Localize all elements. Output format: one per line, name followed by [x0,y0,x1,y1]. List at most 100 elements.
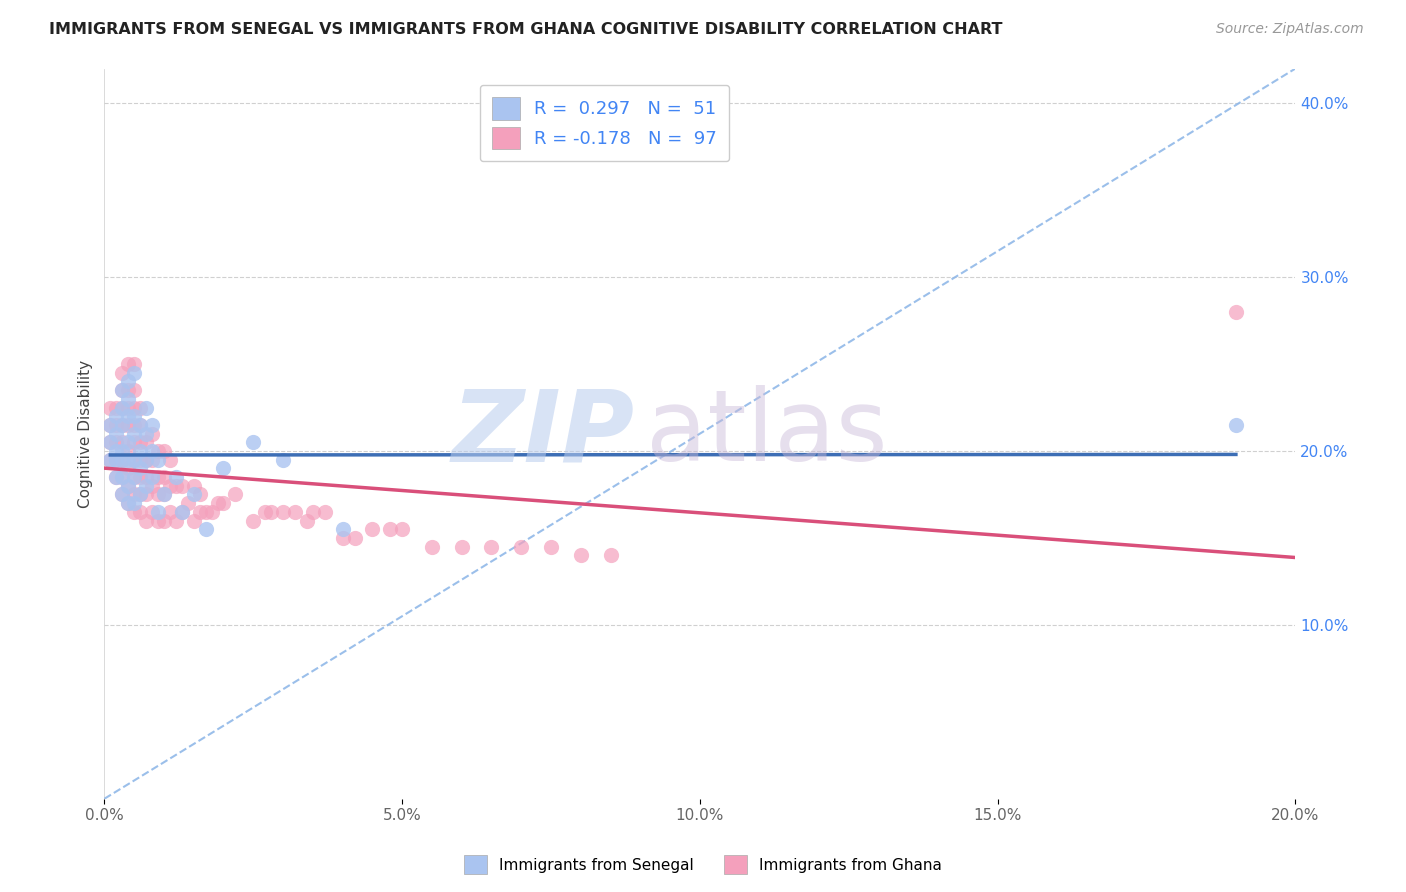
Point [111,383,134,397]
Point [122,426,145,441]
Point [122,366,145,380]
Point [332,522,354,536]
Point [314,505,336,519]
Point [380,522,402,536]
Point [117,383,139,397]
Point [224,487,246,501]
Point [122,452,145,467]
Point [177,496,200,510]
Point [141,505,163,519]
Point [111,487,134,501]
Point [194,522,217,536]
Point [111,470,134,484]
Point [129,470,152,484]
Point [1225,417,1247,432]
Point [98,417,121,432]
Point [242,435,264,450]
Point [194,505,217,519]
Point [105,401,128,415]
Point [153,444,176,458]
Point [165,470,187,484]
Point [122,452,145,467]
Point [159,452,181,467]
Text: ZIP: ZIP [451,385,634,483]
Point [420,540,443,554]
Point [111,452,134,467]
Point [105,452,128,467]
Point [183,487,205,501]
Legend: R =  0.297   N =  51, R = -0.178   N =  97: R = 0.297 N = 51, R = -0.178 N = 97 [479,85,730,161]
Point [122,470,145,484]
Point [207,496,229,510]
Point [117,444,139,458]
Point [343,531,366,545]
Point [510,540,533,554]
Point [117,435,139,450]
Point [129,417,152,432]
Point [129,461,152,475]
Point [141,452,163,467]
Point [146,452,169,467]
Point [361,522,384,536]
Point [153,487,176,501]
Point [153,487,176,501]
Point [105,470,128,484]
Point [129,452,152,467]
Point [122,409,145,424]
Point [98,435,121,450]
Point [141,444,163,458]
Text: Source: ZipAtlas.com: Source: ZipAtlas.com [1216,22,1364,37]
Point [122,470,145,484]
Point [122,417,145,432]
Point [122,383,145,397]
Point [98,417,121,432]
Point [111,470,134,484]
Point [105,470,128,484]
Point [135,487,157,501]
Point [129,487,152,501]
Point [122,435,145,450]
Point [135,470,157,484]
Point [188,505,211,519]
Point [122,505,145,519]
Point [165,514,187,528]
Text: IMMIGRANTS FROM SENEGAL VS IMMIGRANTS FROM GHANA COGNITIVE DISABILITY CORRELATIO: IMMIGRANTS FROM SENEGAL VS IMMIGRANTS FR… [49,22,1002,37]
Point [122,401,145,415]
Point [159,479,181,493]
Point [117,417,139,432]
Point [135,452,157,467]
Point [332,531,354,545]
Point [301,505,323,519]
Point [117,357,139,371]
Point [170,505,193,519]
Point [183,479,205,493]
Point [117,452,139,467]
Point [129,444,152,458]
Point [159,505,181,519]
Point [242,514,264,528]
Point [450,540,472,554]
Point [540,540,562,554]
Point [117,409,139,424]
Point [146,444,169,458]
Point [153,470,176,484]
Point [170,505,193,519]
Y-axis label: Cognitive Disability: Cognitive Disability [79,359,93,508]
Point [117,496,139,510]
Point [271,505,294,519]
Point [260,505,283,519]
Point [271,452,294,467]
Point [111,366,134,380]
Point [98,401,121,415]
Point [146,514,169,528]
Point [122,496,145,510]
Point [141,479,163,493]
Point [391,522,413,536]
Point [295,514,318,528]
Point [117,479,139,493]
Point [129,487,152,501]
Point [254,505,277,519]
Point [146,470,169,484]
Text: atlas: atlas [647,385,889,483]
Point [129,401,152,415]
